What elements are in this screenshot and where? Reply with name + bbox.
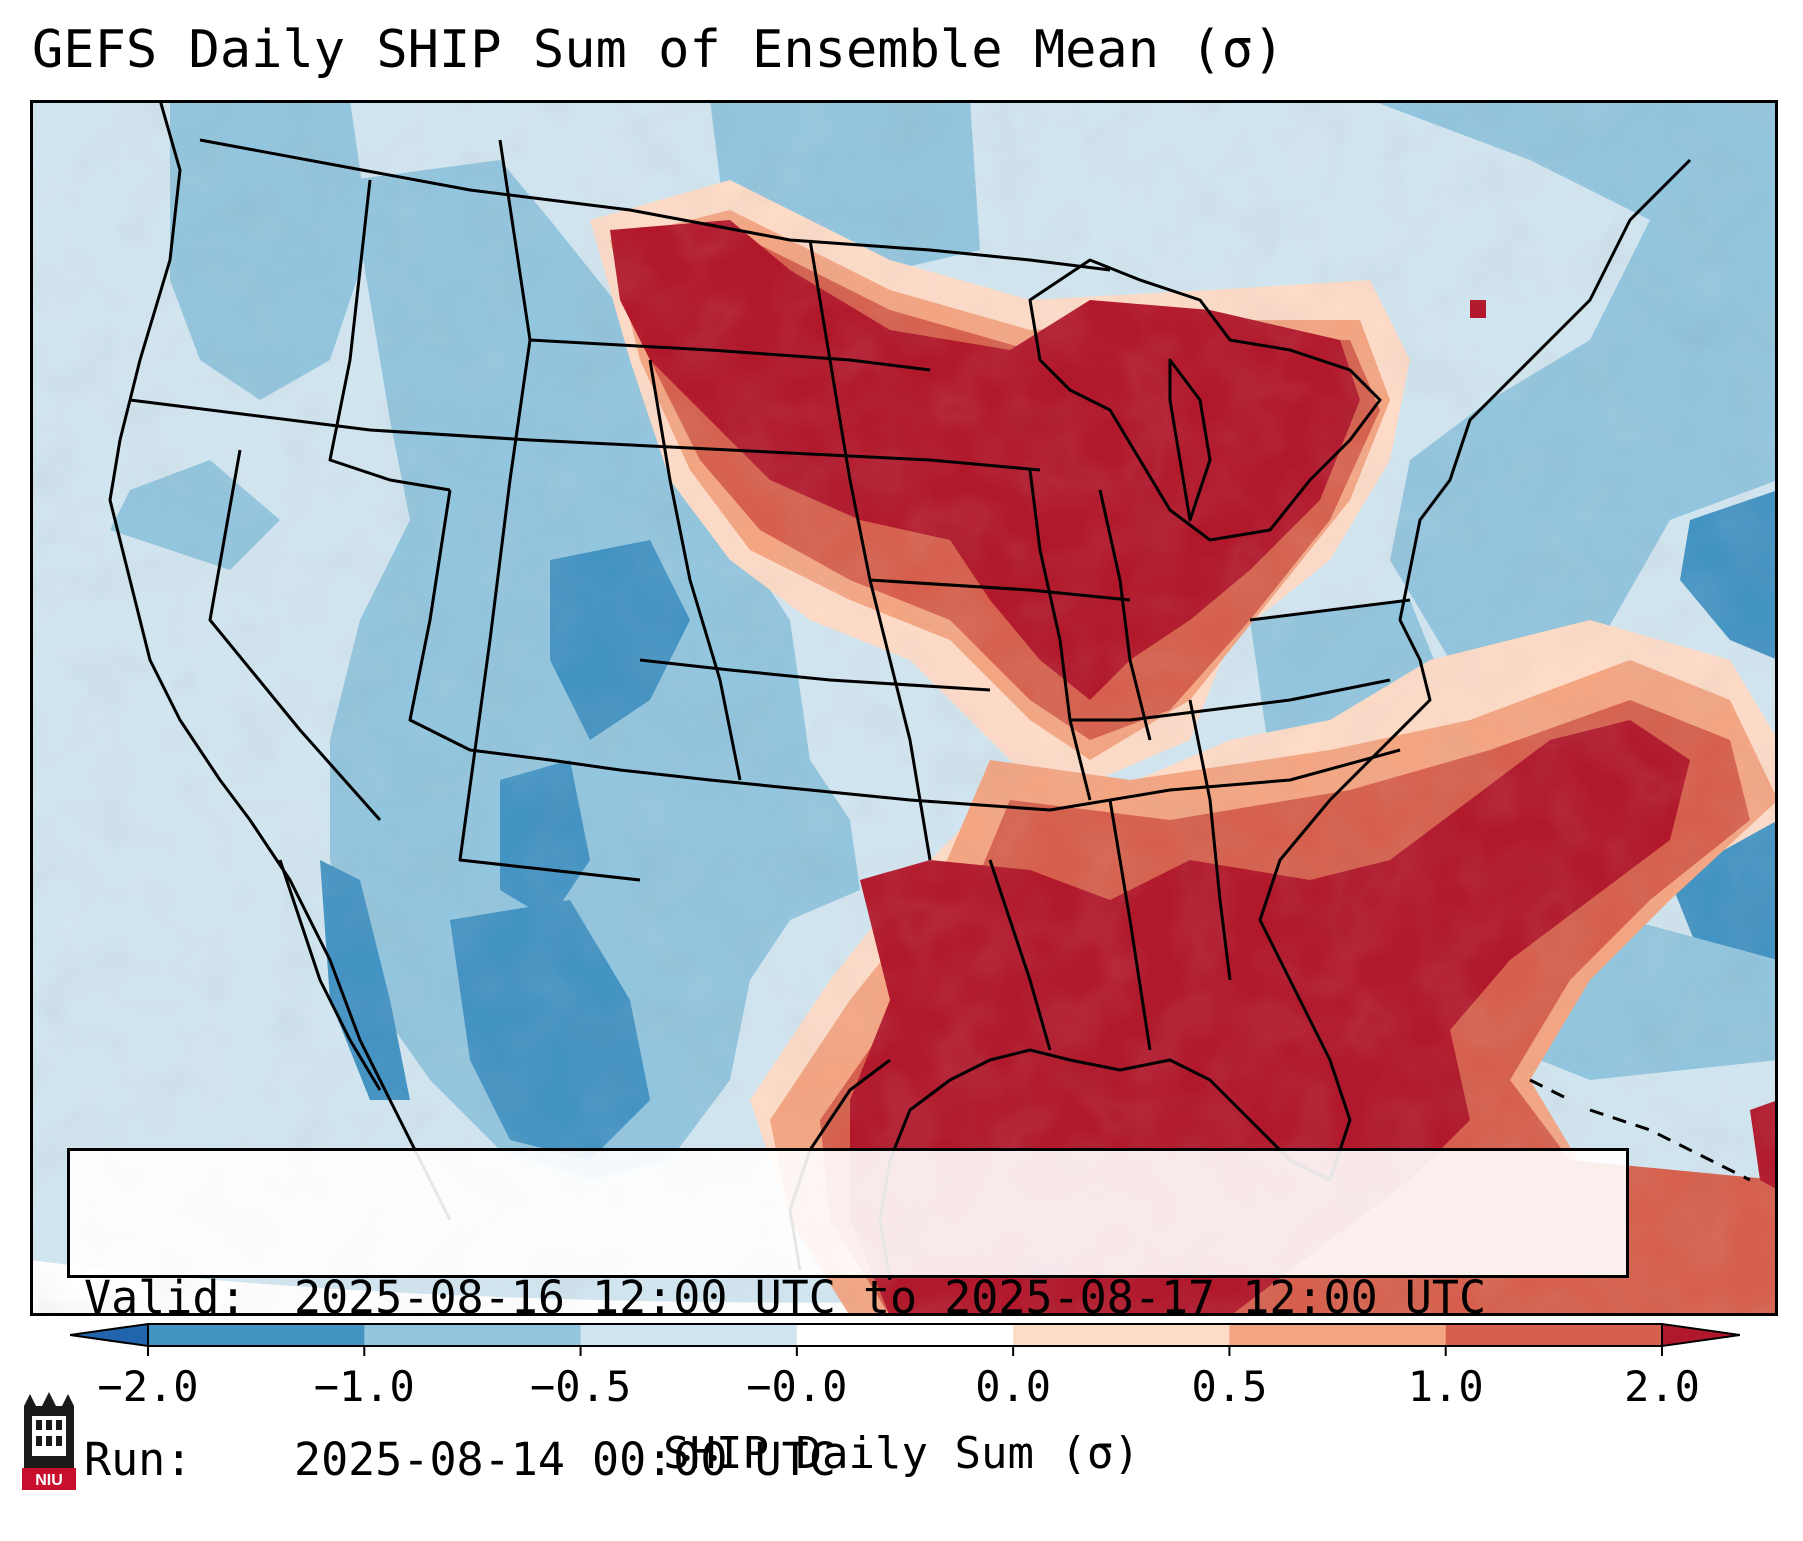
east-coastline: [878, 158, 1692, 1281]
state-line-10: [869, 578, 1131, 602]
state-line-17: [988, 859, 1052, 1051]
valid-value: 2025-08-16 12:00 UTC to 2025-08-17 12:00…: [294, 1271, 1487, 1324]
state-line-5: [529, 338, 931, 372]
state-line-6: [458, 139, 641, 882]
colorbar-tick-label: −2.0: [97, 1362, 199, 1411]
colorbar-tick-label: −0.5: [529, 1362, 632, 1411]
map-panel[interactable]: [30, 100, 1778, 1316]
run-row: Run: 2025-08-14 00:00 UTC: [84, 1433, 1612, 1487]
state-line-14: [1070, 678, 1391, 722]
colorbar-segment: [1013, 1324, 1230, 1346]
colorbar-label: SHIP Daily Sum (σ): [663, 1428, 1140, 1479]
colorbar: [69, 1316, 1741, 1376]
niu-tower-logo-icon: NIU: [22, 1392, 76, 1490]
geographic-boundaries: [108, 100, 1692, 1281]
colorbar-segment: [1445, 1324, 1663, 1346]
colorbar-extend-high: [1661, 1322, 1741, 1348]
state-line-13: [1098, 489, 1152, 741]
map-title: GEFS Daily SHIP Sum of Ensemble Mean (σ): [32, 20, 1285, 80]
state-line-16: [1249, 598, 1411, 622]
colorbar-segment: [580, 1324, 798, 1346]
state-line-12: [1028, 469, 1092, 801]
state-line-15: [1188, 699, 1232, 981]
colorbar-tick-label: −0.0: [746, 1362, 848, 1411]
colorbar-tick-label: 0.5: [1191, 1362, 1268, 1411]
baja-coast: [278, 859, 382, 1091]
colorbar-tick-label: −1.0: [313, 1362, 415, 1411]
niu-logo: NIU: [20, 1392, 78, 1492]
valid-run-info-box: Valid: 2025-08-16 12:00 UTC to 2025-08-1…: [67, 1148, 1629, 1486]
state-line-8: [648, 359, 742, 781]
state-line-7: [639, 658, 991, 692]
colorbar-segment: [364, 1324, 582, 1346]
colorbar-segment: [148, 1324, 365, 1346]
colorbar-border: [147, 1323, 1663, 1347]
state-line-18: [1108, 799, 1152, 1051]
state-line-11: [909, 748, 1401, 812]
caribbean-islands: [1529, 1078, 1751, 1182]
colorbar-tick-label: 2.0: [1624, 1362, 1700, 1411]
colorbar-tick-label: 0.0: [975, 1362, 1052, 1411]
run-value: 2025-08-14 00:00 UTC: [294, 1433, 836, 1486]
great-lakes-outline: [1028, 258, 1382, 542]
canada-border: [199, 138, 1111, 272]
state-line-4: [408, 489, 911, 802]
lake-michigan: [1168, 358, 1212, 522]
valid-label: Valid:: [84, 1271, 247, 1324]
colorbar-tick-label: 1.0: [1407, 1362, 1484, 1411]
state-line-1: [129, 398, 1041, 472]
state-line-3: [328, 179, 451, 492]
colorbar-extend-low: [69, 1322, 149, 1348]
map-border: [30, 100, 1778, 1316]
colorbar-segment: [1229, 1324, 1447, 1346]
niu-logo-text: NIU: [35, 1472, 63, 1489]
west-coastline: [108, 100, 452, 1221]
valid-row: Valid: 2025-08-16 12:00 UTC to 2025-08-1…: [84, 1271, 1612, 1325]
run-label: Run:: [84, 1433, 193, 1486]
colorbar-segment: [796, 1324, 1014, 1346]
state-line-2: [208, 449, 382, 821]
